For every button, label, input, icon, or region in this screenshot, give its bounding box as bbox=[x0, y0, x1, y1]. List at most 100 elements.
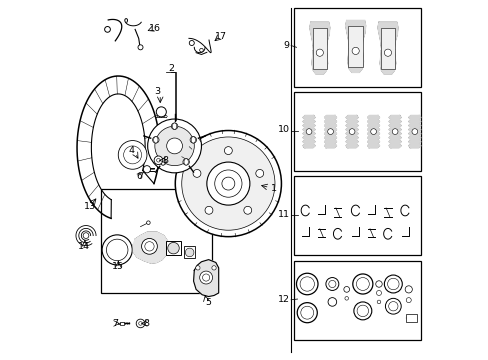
Polygon shape bbox=[367, 116, 379, 148]
Circle shape bbox=[405, 286, 411, 293]
Circle shape bbox=[139, 321, 142, 325]
Circle shape bbox=[376, 291, 381, 296]
Text: 8: 8 bbox=[162, 156, 167, 165]
Polygon shape bbox=[324, 116, 336, 148]
Circle shape bbox=[255, 170, 263, 177]
Ellipse shape bbox=[172, 123, 176, 130]
Circle shape bbox=[138, 45, 142, 50]
Circle shape bbox=[104, 27, 110, 32]
Circle shape bbox=[316, 49, 323, 56]
Text: 3: 3 bbox=[154, 86, 161, 95]
Circle shape bbox=[297, 303, 317, 323]
Circle shape bbox=[328, 280, 335, 288]
Circle shape bbox=[83, 233, 89, 238]
Circle shape bbox=[144, 242, 154, 251]
Circle shape bbox=[300, 277, 314, 291]
Circle shape bbox=[348, 129, 354, 134]
Circle shape bbox=[171, 123, 178, 130]
Circle shape bbox=[214, 170, 242, 197]
Text: 6: 6 bbox=[136, 172, 142, 181]
Text: 14: 14 bbox=[78, 242, 90, 251]
Text: 8: 8 bbox=[142, 319, 148, 328]
Circle shape bbox=[356, 278, 368, 291]
Text: 10: 10 bbox=[277, 125, 289, 134]
Circle shape bbox=[102, 235, 132, 265]
Circle shape bbox=[385, 298, 400, 314]
Text: 4: 4 bbox=[128, 146, 134, 155]
Polygon shape bbox=[408, 116, 420, 148]
Circle shape bbox=[352, 274, 372, 294]
Bar bbox=[312, 28, 326, 69]
Circle shape bbox=[206, 162, 249, 205]
Ellipse shape bbox=[153, 136, 158, 143]
Circle shape bbox=[123, 146, 142, 164]
Text: 13: 13 bbox=[83, 202, 96, 211]
Circle shape bbox=[356, 305, 368, 317]
Polygon shape bbox=[388, 116, 400, 148]
Circle shape bbox=[300, 306, 313, 319]
Circle shape bbox=[296, 273, 317, 295]
Circle shape bbox=[154, 156, 163, 165]
Bar bbox=[348, 26, 362, 67]
Bar bbox=[166, 241, 180, 255]
Polygon shape bbox=[345, 21, 365, 72]
Ellipse shape bbox=[191, 136, 195, 143]
Circle shape bbox=[327, 129, 333, 134]
Circle shape bbox=[224, 147, 232, 154]
Circle shape bbox=[118, 140, 147, 169]
Circle shape bbox=[136, 319, 144, 328]
Bar bbox=[293, 92, 421, 171]
Circle shape bbox=[147, 119, 201, 173]
Text: 2: 2 bbox=[168, 64, 174, 73]
Text: 7: 7 bbox=[112, 319, 118, 328]
Circle shape bbox=[387, 278, 398, 290]
Bar bbox=[101, 189, 212, 293]
Polygon shape bbox=[346, 116, 357, 148]
Polygon shape bbox=[193, 260, 218, 297]
Text: 5: 5 bbox=[204, 298, 210, 307]
Polygon shape bbox=[309, 22, 329, 74]
Circle shape bbox=[155, 126, 194, 166]
Circle shape bbox=[202, 274, 209, 281]
Circle shape bbox=[411, 129, 417, 134]
Circle shape bbox=[406, 298, 410, 303]
Bar bbox=[380, 28, 394, 69]
Bar bbox=[293, 8, 421, 87]
Circle shape bbox=[351, 47, 359, 54]
Circle shape bbox=[353, 302, 371, 320]
Circle shape bbox=[370, 129, 376, 134]
Text: 12: 12 bbox=[277, 294, 289, 303]
Circle shape bbox=[344, 297, 348, 300]
Text: 1: 1 bbox=[271, 184, 277, 193]
Polygon shape bbox=[377, 22, 397, 74]
Circle shape bbox=[189, 41, 194, 45]
Circle shape bbox=[160, 159, 166, 165]
Text: 17: 17 bbox=[215, 32, 227, 41]
Text: 11: 11 bbox=[277, 210, 289, 219]
Bar bbox=[293, 176, 421, 255]
Bar bbox=[405, 315, 416, 322]
Ellipse shape bbox=[183, 159, 188, 165]
Circle shape bbox=[305, 129, 311, 134]
Text: 9: 9 bbox=[283, 41, 289, 50]
Circle shape bbox=[204, 206, 212, 214]
Circle shape bbox=[375, 281, 382, 287]
Polygon shape bbox=[133, 232, 167, 263]
Circle shape bbox=[325, 278, 338, 291]
Circle shape bbox=[142, 238, 157, 254]
Circle shape bbox=[190, 136, 196, 143]
Bar bbox=[293, 261, 421, 339]
Circle shape bbox=[156, 107, 166, 117]
Circle shape bbox=[106, 239, 128, 261]
Circle shape bbox=[193, 170, 201, 177]
Circle shape bbox=[175, 131, 281, 237]
Text: 15: 15 bbox=[112, 262, 123, 271]
Circle shape bbox=[195, 266, 200, 270]
Circle shape bbox=[156, 158, 160, 162]
Circle shape bbox=[222, 177, 234, 190]
Bar bbox=[183, 246, 195, 258]
Text: 16: 16 bbox=[148, 24, 161, 33]
Circle shape bbox=[185, 248, 194, 257]
Ellipse shape bbox=[161, 159, 165, 165]
Circle shape bbox=[376, 300, 380, 304]
